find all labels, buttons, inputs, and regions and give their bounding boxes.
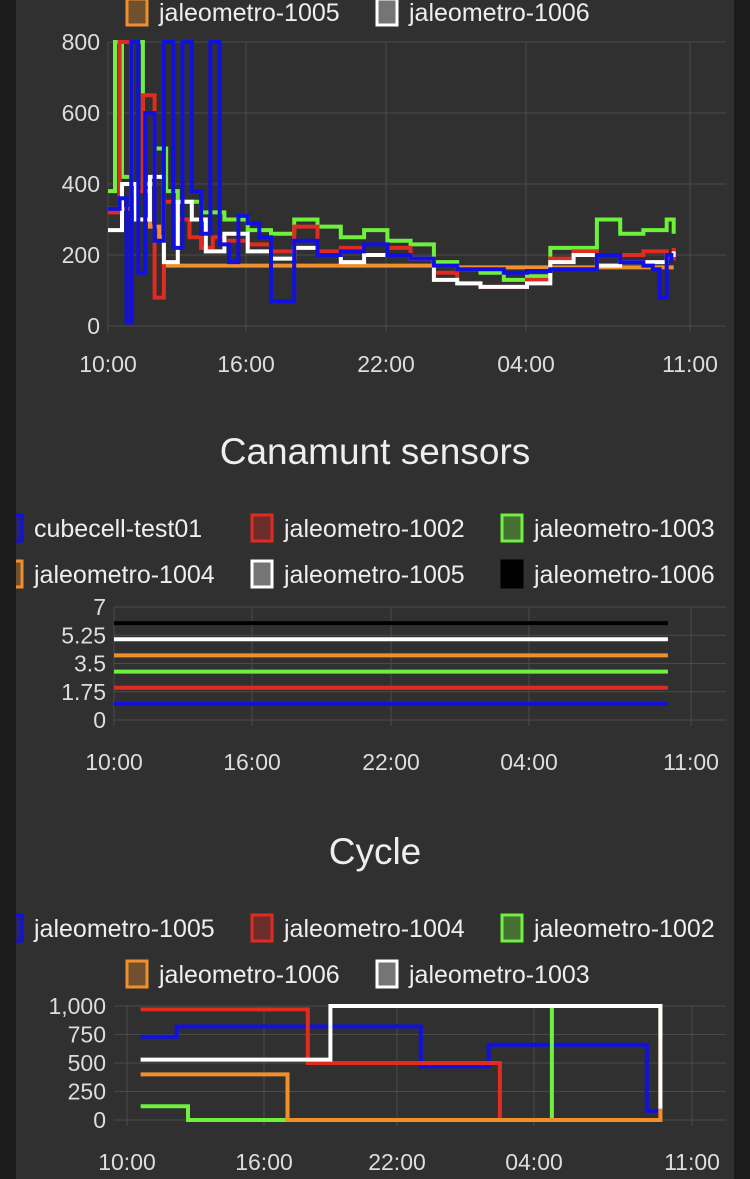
- legend-label: jaleometro-1002: [283, 515, 465, 543]
- x-tick-label: 11:00: [664, 1149, 720, 1175]
- legend-label: jaleometro-1006: [158, 961, 340, 989]
- legend-swatch: [500, 913, 524, 943]
- chart-title: Canamunt sensors: [220, 431, 531, 472]
- legend-item[interactable]: jaleometro-1006: [500, 559, 715, 589]
- y-tick-label: 0: [93, 707, 106, 733]
- x-tick-label: 04:00: [505, 1149, 563, 1175]
- y-tick-label: 200: [62, 242, 100, 268]
- chart-sensors: Canamunt sensors cubecell-test01 jaleometr…: [16, 431, 726, 775]
- legend-item[interactable]: jaleometro-1003: [500, 513, 715, 543]
- legend-label: jaleometro-1002: [533, 915, 715, 943]
- x-tick-label: 16:00: [235, 1149, 293, 1175]
- charts-canvas: jaleometro-1005 jaleometro-1006 800 600 400 2…: [16, 0, 726, 1175]
- y-tick-label: 800: [62, 29, 100, 55]
- legend-swatch: [16, 513, 24, 543]
- legend-item[interactable]: jaleometro-1005: [250, 559, 465, 589]
- legend-item[interactable]: jaleometro-1005: [16, 913, 215, 943]
- legend-label: jaleometro-1005: [158, 0, 340, 27]
- legend-item[interactable]: jaleometro-1005: [125, 0, 340, 27]
- x-tick-label: 04:00: [497, 351, 555, 377]
- y-tick-label: 5.25: [61, 622, 106, 648]
- legend-label: jaleometro-1003: [408, 961, 590, 989]
- dashboard-panel: jaleometro-1005 jaleometro-1006 800 600 400 2…: [16, 0, 734, 1179]
- legend-item[interactable]: jaleometro-1002: [500, 913, 715, 943]
- y-tick-label: 600: [62, 100, 100, 126]
- y-tick-label: 400: [62, 171, 100, 197]
- legend-swatch: [125, 959, 149, 989]
- legend-swatch: [250, 913, 274, 943]
- x-tick-label: 11:00: [663, 749, 719, 775]
- legend-swatch: [500, 559, 524, 589]
- legend-label: jaleometro-1004: [33, 561, 215, 589]
- legend-label: jaleometro-1006: [408, 0, 590, 27]
- legend-item[interactable]: jaleometro-1004: [16, 559, 215, 589]
- x-tick-label: 22:00: [368, 1149, 426, 1175]
- legend-swatch: [16, 913, 24, 943]
- legend-item[interactable]: jaleometro-1004: [250, 913, 465, 943]
- legend-swatch: [125, 0, 149, 27]
- y-tick-label: 7: [93, 594, 106, 620]
- legend-label: jaleometro-1005: [33, 915, 215, 943]
- y-tick-label: 0: [93, 1107, 106, 1133]
- legend-swatch: [250, 559, 274, 589]
- series-line-jaleometro-1003: [140, 1004, 663, 1109]
- series-line-jaleometro-1005: [140, 1024, 663, 1113]
- y-tick-label: 3.5: [74, 651, 106, 677]
- x-tick-label: 11:00: [662, 351, 718, 377]
- legend-item[interactable]: jaleometro-1006: [125, 959, 340, 989]
- x-tick-label: 04:00: [500, 749, 558, 775]
- x-tick-label: 22:00: [357, 351, 415, 377]
- y-tick-label: 0: [87, 313, 100, 339]
- x-tick-label: 16:00: [223, 749, 281, 775]
- x-tick-label: 10:00: [79, 351, 137, 377]
- legend-label: jaleometro-1005: [283, 561, 465, 589]
- legend-item[interactable]: jaleometro-1002: [250, 513, 465, 543]
- legend-swatch: [250, 513, 274, 543]
- y-tick-label: 750: [68, 1022, 106, 1048]
- legend-label: cubecell-test01: [34, 515, 202, 543]
- y-tick-label: 250: [68, 1079, 106, 1105]
- y-tick-label: 500: [68, 1050, 106, 1076]
- legend-swatch: [500, 513, 524, 543]
- x-tick-label: 10:00: [98, 1149, 156, 1175]
- legend-swatch: [16, 559, 24, 589]
- y-tick-label: 1.75: [61, 679, 106, 705]
- legend-label: jaleometro-1004: [283, 915, 465, 943]
- chart-noise: jaleometro-1005 jaleometro-1006 800 600 400 2…: [62, 0, 726, 377]
- legend-item[interactable]: jaleometro-1006: [375, 0, 590, 27]
- legend-swatch: [375, 959, 399, 989]
- chart-title: Cycle: [329, 831, 422, 872]
- y-tick-label: 1,000: [48, 993, 106, 1019]
- x-tick-label: 10:00: [85, 749, 143, 775]
- series-line-cubecell-test01: [108, 40, 674, 325]
- x-tick-label: 16:00: [217, 351, 275, 377]
- legend-label: jaleometro-1003: [533, 515, 715, 543]
- x-tick-label: 22:00: [362, 749, 420, 775]
- chart-cycle: Cycle jaleometro-1005 jaleometro-1004 jaleo…: [16, 831, 726, 1175]
- legend-item[interactable]: cubecell-test01: [16, 513, 202, 543]
- legend-swatch: [375, 0, 399, 27]
- series-line-jaleometro-1005: [108, 174, 676, 289]
- legend-item[interactable]: jaleometro-1003: [375, 959, 590, 989]
- legend-label: jaleometro-1006: [533, 561, 715, 589]
